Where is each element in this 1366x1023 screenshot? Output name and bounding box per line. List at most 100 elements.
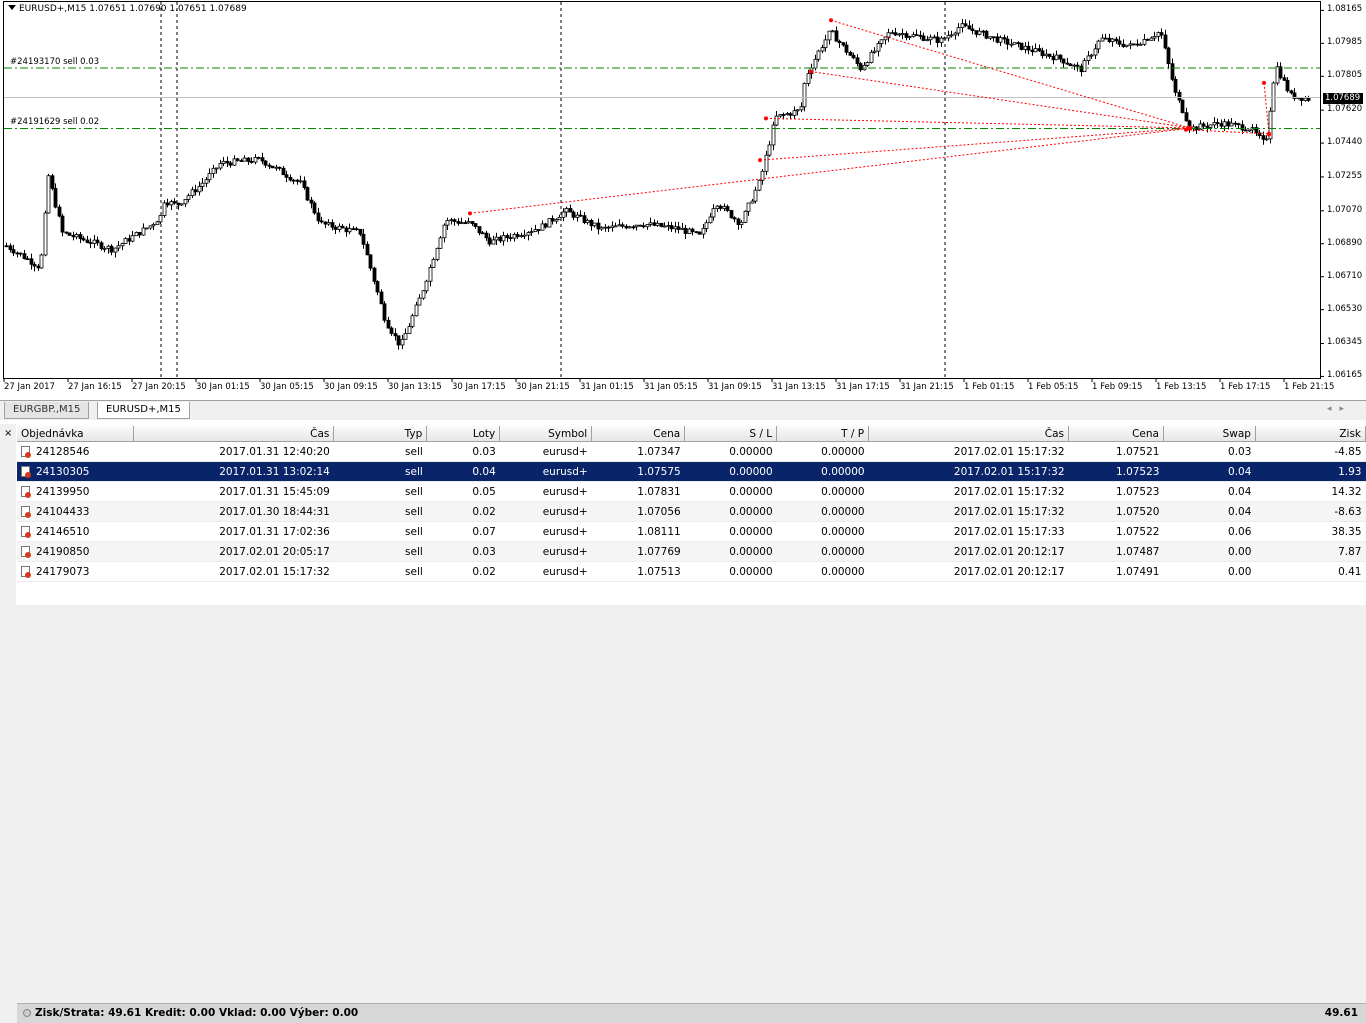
trade-open-marker — [829, 18, 833, 23]
bear-candle — [281, 167, 286, 176]
table-cell: -4.85 — [1255, 441, 1366, 462]
cell-value: eurusd+ — [542, 565, 588, 578]
bear-candle — [1201, 123, 1206, 127]
bull-candle — [1152, 35, 1157, 39]
table-cell: 38.35 — [1255, 521, 1366, 542]
bear-candle — [267, 164, 272, 167]
bear-candle — [228, 162, 233, 166]
bull-candle — [883, 36, 888, 41]
column-header[interactable]: Cena — [591, 426, 686, 442]
trade-history-line — [830, 19, 1191, 129]
cell-value: 0.00000 — [821, 525, 865, 538]
cell-value: 1.07056 — [637, 505, 681, 518]
cell-value: 2017.02.01 15:17:32 — [953, 485, 1065, 498]
bull-candle — [865, 62, 870, 66]
dropdown-triangle-icon[interactable] — [8, 5, 16, 10]
cell-value: 1.07487 — [1116, 545, 1160, 558]
trade-open-marker — [764, 116, 768, 121]
table-row[interactable]: 24179073 2017.02.01 15:17:32 sell 0.02 eurus… — [17, 561, 1366, 582]
bear-candle — [1278, 66, 1283, 79]
cell-value: sell — [405, 565, 423, 578]
cell-value: eurusd+ — [542, 485, 588, 498]
cell-value: sell — [405, 525, 423, 538]
table-row[interactable]: 24130305 2017.01.31 13:02:14 sell 0.04 eurus… — [17, 461, 1366, 482]
bear-candle — [1226, 121, 1231, 127]
chart-tab-eurusd-m15[interactable]: EURUSD+,M15 — [97, 402, 190, 419]
cell-value: 0.02 — [472, 505, 496, 518]
time-axis-label: 1 Feb 21:15 — [1284, 382, 1335, 392]
table-cell: eurusd+ — [499, 461, 592, 482]
table-row[interactable]: 24190850 2017.02.01 20:05:17 sell 0.03 eurus… — [17, 541, 1366, 562]
cell-value: 1.08111 — [637, 525, 681, 538]
closed-order-icon — [21, 445, 31, 458]
bull-candle — [1089, 54, 1094, 57]
column-header[interactable]: Objednávka — [17, 426, 135, 442]
current-price-marker: 1.07689 — [1323, 92, 1363, 104]
column-header[interactable]: Loty — [426, 426, 501, 442]
table-cell: sell — [333, 561, 427, 582]
column-header[interactable]: Typ — [333, 426, 428, 442]
bear-candle — [963, 23, 968, 27]
column-header[interactable]: Zisk — [1255, 426, 1366, 442]
table-row[interactable]: 24146510 2017.01.31 17:02:36 sell 0.07 eurus… — [17, 521, 1366, 542]
bear-candle — [375, 281, 380, 293]
closed-order-icon — [21, 485, 31, 498]
bull-candle — [900, 33, 905, 35]
column-header[interactable]: S / L — [684, 426, 778, 442]
table-row[interactable]: 24139950 2017.01.31 15:45:09 sell 0.05 eurus… — [17, 481, 1366, 502]
cell-value: sell — [405, 505, 423, 518]
bear-candle — [729, 210, 734, 219]
cell-value: 2017.02.01 15:17:32 — [219, 565, 330, 578]
cell-value: 2017.02.01 20:12:17 — [953, 545, 1065, 558]
close-icon[interactable]: × — [4, 428, 13, 439]
table-cell: 24146510 — [17, 521, 134, 542]
table-cell: 2017.02.01 20:12:17 — [868, 541, 1069, 562]
table-cell: 0.00000 — [684, 461, 777, 482]
cell-value: 0.03 — [472, 545, 496, 558]
table-cell: 1.07769 — [591, 541, 685, 562]
bull-candle — [1142, 38, 1147, 45]
column-header[interactable]: Čas — [133, 426, 335, 442]
table-cell: 24139950 — [17, 481, 134, 502]
bear-candle — [1292, 92, 1297, 99]
bull-candle — [162, 202, 167, 216]
bear-candle — [473, 223, 478, 227]
bull-candle — [953, 32, 958, 36]
bear-candle — [305, 187, 310, 201]
bear-candle — [837, 40, 842, 44]
bear-candle — [620, 224, 625, 227]
column-header[interactable]: Cena — [1068, 426, 1164, 442]
bear-candle — [1306, 97, 1311, 101]
table-cell: 0.00000 — [776, 521, 869, 542]
column-header[interactable]: T / P — [776, 426, 870, 442]
bull-candle — [253, 157, 258, 163]
time-axis-label: 31 Jan 17:15 — [836, 382, 890, 392]
bear-candle — [1103, 37, 1108, 40]
table-row[interactable]: 24128546 2017.01.31 12:40:20 sell 0.03 eurus… — [17, 441, 1366, 462]
bull-candle — [442, 224, 447, 239]
bear-candle — [53, 188, 58, 208]
order-level-label[interactable]: #24193170 sell 0.03 — [10, 57, 100, 68]
candlestick-canvas[interactable] — [0, 0, 1366, 400]
trade-open-marker — [468, 211, 472, 216]
bull-candle — [564, 208, 569, 213]
column-header[interactable]: Swap — [1163, 426, 1256, 442]
time-axis-label: 27 Jan 2017 — [4, 382, 55, 392]
order-level-label[interactable]: #24191629 sell 0.02 — [10, 117, 100, 128]
table-row[interactable]: 24104433 2017.01.30 18:44:31 sell 0.02 eurus… — [17, 501, 1366, 522]
bear-candle — [1145, 38, 1150, 41]
bull-candle — [928, 36, 933, 41]
table-cell: 0.04 — [1163, 461, 1256, 482]
bull-candle — [1303, 97, 1308, 101]
bull-candle — [1124, 44, 1129, 48]
closed-order-icon — [21, 505, 31, 518]
table-cell: sell — [333, 441, 427, 462]
column-header[interactable]: Symbol — [499, 426, 593, 442]
tab-scroll-arrows-icon[interactable]: ◂▸ — [1326, 404, 1352, 414]
price-chart[interactable]: EURUSD+,M15 1.07651 1.07690 1.07651 1.07… — [0, 0, 1366, 400]
table-cell: 0.00000 — [684, 501, 777, 522]
bear-candle — [137, 232, 142, 236]
chart-tab-eurgbp-m15[interactable]: EURGBP.,M15 — [4, 402, 90, 419]
column-header[interactable]: Čas — [868, 426, 1070, 442]
